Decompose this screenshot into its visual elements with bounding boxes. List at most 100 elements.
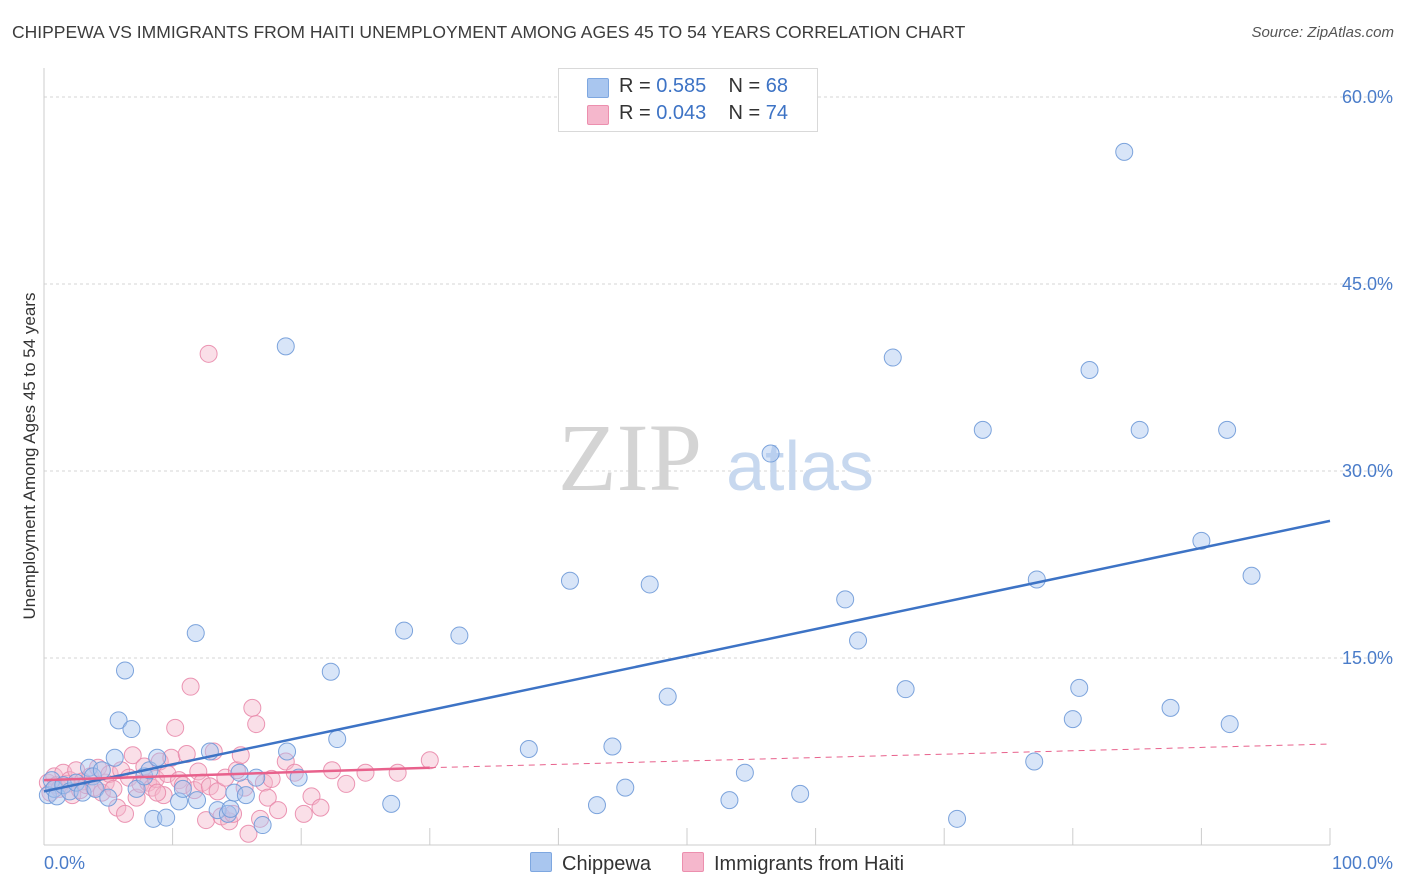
correlation-legend: R = 0.585 N = 68 R = 0.043 N = 74 <box>558 68 818 132</box>
y-tick-label: 30.0% <box>1342 461 1393 481</box>
haiti-point <box>162 748 181 767</box>
chippewa-swatch <box>587 78 609 98</box>
chippewa-point <box>1220 715 1239 734</box>
chippewa-point <box>236 786 255 805</box>
chippewa-point <box>587 796 606 815</box>
y-tick-label: 45.0% <box>1342 274 1393 294</box>
chippewa-point <box>221 799 240 818</box>
haiti-point <box>294 804 313 823</box>
chippewa-point <box>173 779 192 798</box>
legend-r-label: R = <box>619 102 657 124</box>
haiti-point <box>116 804 135 823</box>
chippewa-point <box>92 761 111 780</box>
chippewa-point <box>519 740 538 759</box>
chippewa-point <box>218 804 237 823</box>
chippewa-point <box>1242 566 1261 585</box>
haiti-point <box>239 824 258 843</box>
chippewa-point <box>278 742 297 761</box>
chippewa-point <box>1115 142 1134 161</box>
x-tick-label: 0.0% <box>44 853 85 873</box>
haiti-point <box>199 344 218 363</box>
haiti-point <box>247 715 266 734</box>
haiti-point <box>197 811 216 830</box>
haiti-point <box>166 718 185 737</box>
y-tick-label: 60.0% <box>1342 87 1393 107</box>
chippewa-point <box>395 621 414 640</box>
haiti-point <box>123 746 142 765</box>
chippewa-point <box>1070 678 1089 697</box>
haiti-swatch <box>587 105 609 125</box>
chart-title: CHIPPEWA VS IMMIGRANTS FROM HAITI UNEMPL… <box>12 22 966 42</box>
chippewa-point <box>116 661 135 680</box>
chippewa-point <box>188 791 207 810</box>
bottom-legend-label: Immigrants from Haiti <box>714 853 905 875</box>
legend-r-value: 0.043 <box>656 102 707 124</box>
y-tick-label: 15.0% <box>1342 648 1393 668</box>
chippewa-point <box>328 730 347 749</box>
chippewa-point <box>321 662 340 681</box>
watermark-zip: ZIP <box>558 404 702 511</box>
bottom-legend-haiti: Immigrants from Haiti <box>682 852 904 876</box>
trend-lines <box>43 519 1331 793</box>
chippewa-point <box>109 711 128 730</box>
haiti-swatch <box>682 852 704 872</box>
haiti-point <box>224 804 243 823</box>
grid-lines <box>44 96 1393 659</box>
chippewa-point <box>883 348 902 367</box>
haiti-point <box>356 763 375 782</box>
chippewa-point <box>148 748 167 767</box>
haiti-trend-line-extension <box>429 743 1331 769</box>
chippewa-point <box>603 737 622 756</box>
axes <box>43 68 1331 846</box>
haiti-point <box>420 751 439 770</box>
bottom-legend-label: Chippewa <box>562 853 651 875</box>
chippewa-point <box>450 626 469 645</box>
haiti-point <box>258 788 277 807</box>
chippewa-point <box>1080 361 1099 380</box>
chippewa-trend-line <box>43 519 1331 793</box>
chippewa-point <box>99 788 118 807</box>
chippewa-point <box>735 763 754 782</box>
chippewa-point <box>849 631 868 650</box>
haiti-point <box>243 698 262 717</box>
legend-n-value: 74 <box>765 102 789 124</box>
chippewa-point <box>225 783 244 802</box>
chippewa-point <box>276 337 295 356</box>
chippewa-point <box>616 778 635 797</box>
chippewa-point <box>1130 420 1149 439</box>
chippewa-point <box>640 575 659 594</box>
chippewa-points <box>38 142 1261 835</box>
legend-n-value: 68 <box>765 75 789 97</box>
chippewa-point <box>289 768 308 787</box>
source-label: Source: ZipAtlas.com <box>1251 24 1394 41</box>
haiti-point <box>148 783 167 802</box>
legend-n-label: N = <box>728 102 766 124</box>
haiti-point <box>311 798 330 817</box>
chippewa-point <box>948 809 967 828</box>
chippewa-point <box>720 791 739 810</box>
watermark-atlas: atlas <box>726 427 874 505</box>
chippewa-point <box>836 590 855 609</box>
tick-labels: 15.0% 30.0% 45.0% 60.0% 0.0% 100.0% <box>44 87 1393 873</box>
haiti-point <box>262 769 281 788</box>
chippewa-point <box>253 816 272 835</box>
y-axis-label: Unemployment Among Ages 45 to 54 years <box>20 292 39 620</box>
haiti-point <box>269 801 288 820</box>
bottom-legend-chippewa: Chippewa <box>530 852 651 876</box>
chippewa-swatch <box>530 852 552 872</box>
chippewa-point <box>658 687 677 706</box>
chippewa-point <box>1063 710 1082 729</box>
chippewa-point <box>1025 752 1044 771</box>
chippewa-point <box>186 624 205 643</box>
chippewa-point <box>1192 531 1211 550</box>
haiti-point <box>337 774 356 793</box>
chippewa-point <box>122 720 141 739</box>
chippewa-point <box>560 571 579 590</box>
legend-r-label: R = <box>619 75 657 97</box>
chippewa-point <box>105 748 124 767</box>
watermark: ZIP atlas <box>558 404 874 511</box>
chippewa-point <box>157 808 176 827</box>
chippewa-point <box>973 420 992 439</box>
chippewa-point <box>382 794 401 813</box>
